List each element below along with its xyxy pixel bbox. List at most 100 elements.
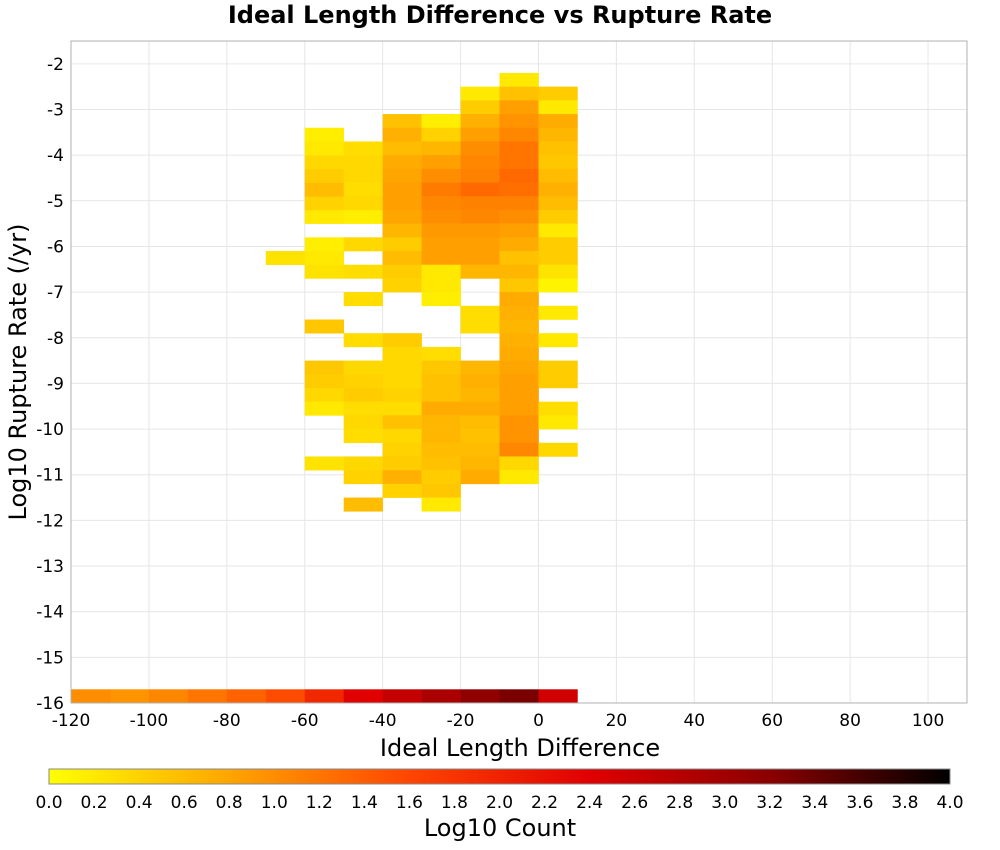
- colorbar-tick-label: 0.4: [126, 793, 153, 813]
- heatmap-cell: [382, 127, 422, 142]
- y-tick-label: -12: [36, 511, 64, 531]
- heatmap-cell: [382, 415, 422, 430]
- heatmap-cell: [421, 689, 461, 704]
- heatmap-cell: [499, 114, 539, 129]
- colorbar-tick-label: 0.0: [35, 793, 62, 813]
- heatmap-cell: [499, 182, 539, 197]
- heatmap-cell: [343, 141, 383, 156]
- heatmap-cell: [343, 415, 383, 430]
- heatmap-cell: [382, 196, 422, 211]
- colorbar-tick-label: 2.0: [486, 793, 513, 813]
- heatmap-cell: [499, 278, 539, 293]
- y-tick-label: -5: [47, 192, 64, 212]
- colorbar-tick-label: 1.2: [306, 793, 333, 813]
- heatmap-cell: [421, 114, 461, 129]
- heatmap-cell: [421, 387, 461, 402]
- plot-frame: [70, 40, 968, 704]
- heatmap-cell: [304, 237, 344, 252]
- chart-title: Ideal Length Difference vs Rupture Rate: [228, 1, 772, 29]
- y-tick-label: -7: [47, 283, 64, 303]
- heatmap-cell: [538, 415, 578, 430]
- heatmap-cell: [304, 387, 344, 402]
- heatmap-cell: [538, 251, 578, 266]
- x-axis-ticks: -120 -100 -80 -60 -40 -20 0 20 40 60 80 100: [52, 711, 945, 731]
- heatmap-cell: [304, 360, 344, 375]
- x-tick-label: -100: [130, 711, 169, 731]
- heatmap-cell: [421, 196, 461, 211]
- heatmap-cell: [304, 264, 344, 279]
- colorbar-tick-label: 3.6: [846, 793, 873, 813]
- heatmap-cell: [460, 387, 500, 402]
- heatmap-cell: [460, 86, 500, 101]
- heatmap-cell: [382, 401, 422, 416]
- heatmap-cell: [148, 689, 189, 704]
- colorbar-tick-label: 3.2: [756, 793, 783, 813]
- heatmap-cell: [343, 387, 383, 402]
- heatmap-cell: [460, 456, 500, 471]
- heatmap-cell: [538, 127, 578, 142]
- heatmap-cell: [421, 141, 461, 156]
- heatmap-cells: [71, 72, 578, 704]
- heatmap-cell: [421, 223, 461, 238]
- heatmap-cell: [460, 470, 500, 485]
- heatmap-cell: [382, 346, 422, 361]
- heatmap-cell: [538, 168, 578, 183]
- colorbar-tick-label: 3.4: [801, 793, 828, 813]
- heatmap-cell: [421, 264, 461, 279]
- heatmap-cell: [382, 264, 422, 279]
- heatmap-cell: [382, 470, 422, 485]
- heatmap-cell: [71, 689, 111, 704]
- heatmap-cell: [343, 155, 383, 170]
- heatmap-cell: [460, 141, 500, 156]
- heatmap-cell: [343, 689, 383, 704]
- y-tick-label: -2: [47, 55, 64, 75]
- heatmap-cell: [460, 264, 500, 279]
- heatmap-cell: [499, 292, 539, 307]
- heatmap-cell: [304, 155, 344, 170]
- heatmap-cell: [382, 429, 422, 444]
- heatmap-cell: [382, 360, 422, 375]
- colorbar-tick-label: 1.4: [351, 793, 378, 813]
- heatmap-cell: [460, 319, 500, 334]
- y-tick-label: -4: [47, 146, 64, 166]
- colorbar-tick-label: 1.6: [396, 793, 423, 813]
- heatmap-cell: [499, 374, 539, 389]
- heatmap-cell: [343, 456, 383, 471]
- heatmap-cell: [538, 333, 578, 348]
- colorbar-tick-label: 2.2: [531, 793, 558, 813]
- heatmap-cell: [304, 374, 344, 389]
- heatmap-cell: [382, 141, 422, 156]
- x-tick-label: 80: [839, 711, 861, 731]
- x-tick-label: -60: [291, 711, 319, 731]
- heatmap-cell: [421, 415, 461, 430]
- heatmap-cell: [304, 401, 344, 416]
- x-tick-label: 0: [533, 711, 544, 731]
- heatmap-cell: [382, 387, 422, 402]
- heatmap-cell: [499, 442, 539, 457]
- heatmap-cell: [304, 251, 344, 266]
- heatmap-cell: [460, 415, 500, 430]
- heatmap-cell: [499, 100, 539, 115]
- x-tick-label: -80: [213, 711, 241, 731]
- colorbar-tick-label: 1.0: [261, 793, 288, 813]
- heatmap-cell: [538, 264, 578, 279]
- colorbar-tick-label: 2.4: [576, 793, 603, 813]
- x-tick-label: 60: [761, 711, 783, 731]
- heatmap-cell: [343, 209, 383, 224]
- heatmap-cell: [304, 319, 344, 334]
- colorbar-tick-label: 0.2: [81, 793, 108, 813]
- x-tick-label: -120: [52, 711, 91, 731]
- y-axis-ticks: -2 -3 -4 -5 -6 -7 -8 -9 -10 -11 -12 -13 -14 -15 -16: [36, 55, 64, 714]
- heatmap-cell: [538, 223, 578, 238]
- heatmap-cell: [538, 374, 578, 389]
- heatmap-cell: [538, 114, 578, 129]
- heatmap-cell: [343, 360, 383, 375]
- heatmap-cell: [421, 237, 461, 252]
- heatmap-cell: [460, 305, 500, 320]
- heatmap-cell: [538, 401, 578, 416]
- heatmap-cell: [265, 251, 306, 266]
- x-axis-title: Ideal Length Difference: [380, 734, 660, 762]
- heatmap-cell: [421, 292, 461, 307]
- heatmap-cell: [421, 278, 461, 293]
